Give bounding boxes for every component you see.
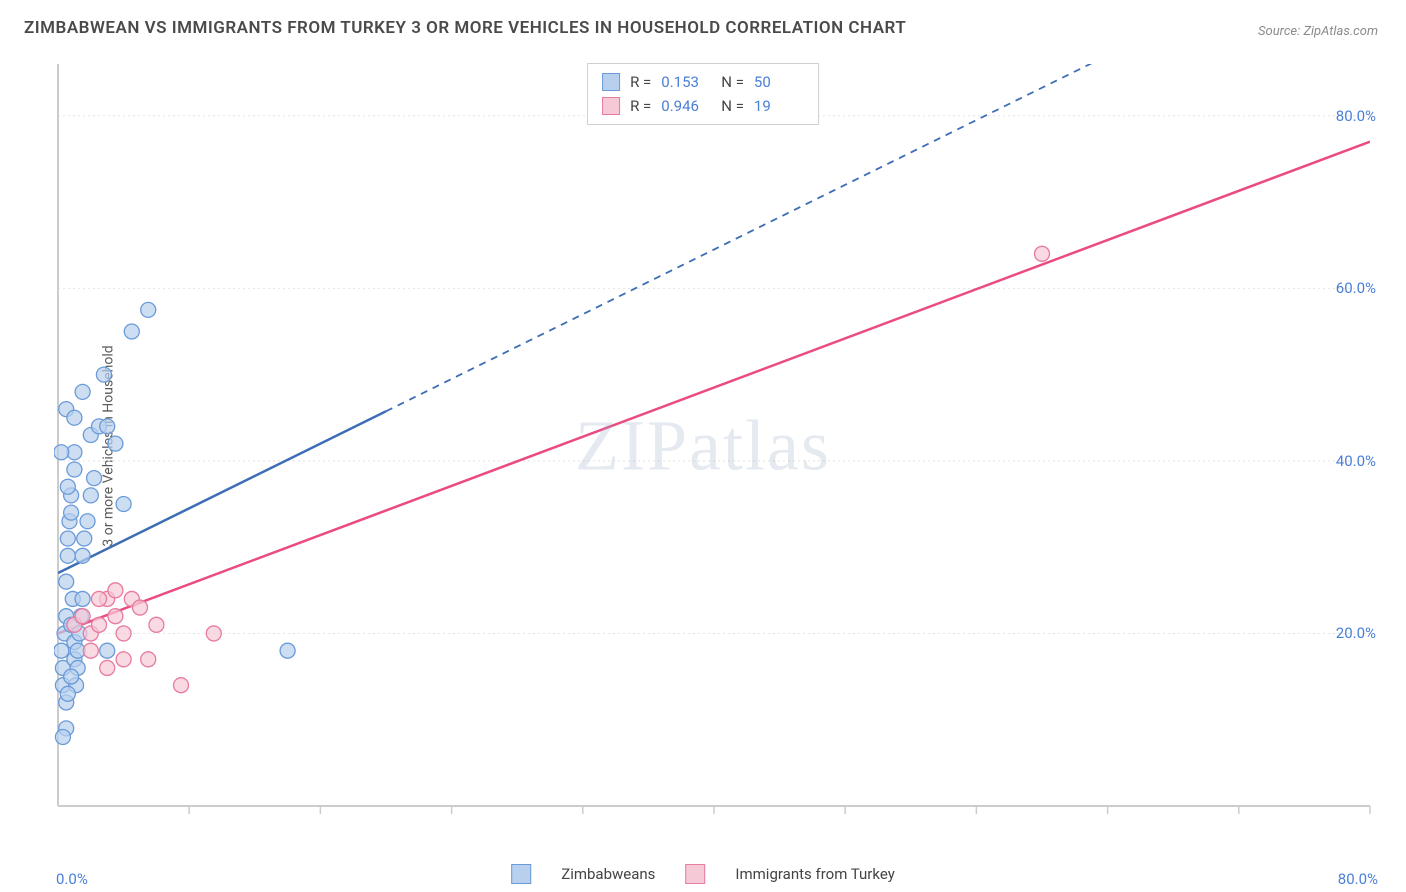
y-tick-label: 60.0%	[1336, 279, 1376, 297]
legend-label-turkey: Immigrants from Turkey	[735, 865, 894, 883]
stats-legend-box: R = 0.153 N = 50 R = 0.946 N = 19	[587, 63, 819, 125]
n-label: N =	[721, 70, 744, 94]
source-link[interactable]: ZipAtlas.com	[1303, 24, 1378, 39]
n-value-zimbabwe: 50	[754, 70, 804, 94]
y-tick-label: 20.0%	[1336, 624, 1376, 642]
stats-row-zimbabwe: R = 0.153 N = 50	[602, 70, 804, 94]
r-label: R =	[630, 94, 651, 118]
y-tick-label: 40.0%	[1336, 452, 1376, 470]
scatter-plot	[54, 60, 1374, 830]
n-value-turkey: 19	[754, 94, 804, 118]
series-legend: Zimbabweans Immigrants from Turkey	[511, 864, 895, 884]
source-attribution: Source: ZipAtlas.com	[1258, 24, 1378, 39]
swatch-zimbabwe-icon	[602, 73, 620, 91]
legend-swatch-zimbabwe-icon	[511, 864, 531, 884]
legend-swatch-turkey-icon	[685, 864, 705, 884]
stats-row-turkey: R = 0.946 N = 19	[602, 94, 804, 118]
x-axis-min-label: 0.0%	[56, 870, 88, 888]
r-label: R =	[630, 70, 651, 94]
n-label: N =	[721, 94, 744, 118]
r-value-turkey: 0.946	[661, 94, 711, 118]
chart-title: ZIMBABWEAN VS IMMIGRANTS FROM TURKEY 3 O…	[24, 18, 906, 38]
r-value-zimbabwe: 0.153	[661, 70, 711, 94]
swatch-turkey-icon	[602, 97, 620, 115]
legend-label-zimbabwe: Zimbabweans	[561, 865, 655, 883]
source-label: Source:	[1258, 24, 1303, 39]
y-tick-label: 80.0%	[1336, 107, 1376, 125]
x-axis-max-label: 80.0%	[1338, 870, 1378, 888]
